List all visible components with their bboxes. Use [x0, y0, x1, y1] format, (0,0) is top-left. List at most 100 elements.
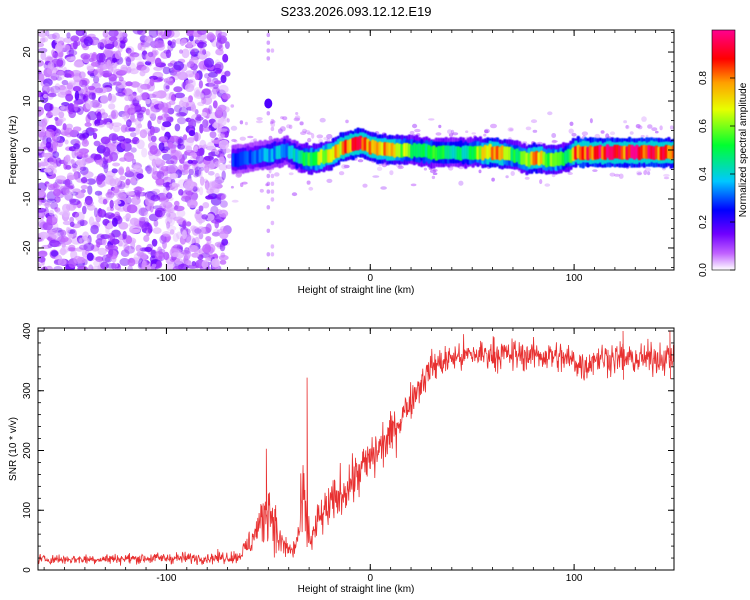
heatmap-cell: [216, 228, 227, 234]
heatmap-cell: [306, 180, 311, 185]
heatmap-cell: [218, 254, 229, 261]
heatmap-cell: [609, 131, 616, 136]
heatmap-cell: [201, 260, 209, 269]
heatmap-cell: [118, 242, 128, 247]
heatmap-cell: [79, 244, 88, 250]
heatmap-cell: [182, 134, 188, 141]
heatmap-cell: [215, 48, 224, 56]
heatmap-cell: [46, 215, 53, 226]
heatmap-cell: [54, 133, 61, 142]
heatmap-cell: [119, 31, 128, 38]
heatmap-cell: [302, 128, 307, 133]
heatmap-cell: [111, 255, 117, 263]
heatmap-cell: [125, 47, 132, 54]
heatmap-cell: [191, 49, 196, 57]
y-tick-label: 20: [22, 46, 33, 58]
heatmap-cell: [170, 155, 178, 165]
heatmap-cell: [133, 53, 144, 61]
heatmap-cell: [182, 229, 187, 240]
heatmap-cell: [645, 134, 649, 139]
heatmap-cell: [226, 118, 230, 123]
heatmap-cell: [81, 139, 90, 147]
heatmap-cell: [291, 192, 298, 197]
heatmap-cell: [153, 219, 159, 227]
heatmap-cell: [108, 249, 114, 256]
heatmap-cell: [636, 170, 642, 176]
heatmap-cell: [176, 112, 187, 117]
x-tick-label: -100: [156, 273, 176, 284]
heatmap-cell: [266, 252, 271, 257]
heatmap-cell: [139, 216, 149, 225]
heatmap-cell: [108, 30, 119, 38]
heatmap-cell: [108, 93, 117, 104]
heatmap-cell: [91, 53, 97, 62]
heatmap-cell: [412, 123, 418, 129]
heatmap-cell: [187, 159, 194, 164]
heatmap-cell: [509, 128, 513, 131]
heatmap-cell: [147, 120, 152, 130]
heatmap-cell: [180, 38, 187, 45]
heatmap-cell: [97, 66, 104, 73]
heatmap-cell: [57, 258, 67, 266]
heatmap-cell: [450, 129, 455, 135]
heatmap-cell: [199, 186, 204, 196]
heatmap-cell: [127, 265, 133, 270]
heatmap-cell: [41, 36, 49, 43]
heatmap-cell: [184, 83, 195, 92]
heatmap-cell: [64, 127, 74, 138]
heatmap-cell: [483, 133, 487, 137]
heatmap-cell: [111, 122, 122, 127]
heatmap-cell: [362, 183, 368, 188]
heatmap-cell: [266, 56, 271, 61]
colorbar-label: Normalized spectral amplitude: [738, 82, 749, 217]
heatmap-cell: [510, 171, 515, 176]
heatmap-cell: [185, 79, 190, 85]
heatmap-cell: [125, 178, 131, 186]
heatmap-cell: [72, 40, 78, 50]
heatmap-cell: [124, 95, 130, 101]
heatmap-cell: [145, 108, 151, 116]
heatmap-cell: [38, 188, 46, 198]
heatmap-cell: [111, 168, 118, 174]
heatmap-cell: [156, 171, 165, 179]
heatmap-cell: [51, 213, 58, 223]
heatmap-cell: [218, 163, 228, 171]
heatmap-cell: [266, 32, 271, 38]
heatmap-cell: [357, 159, 364, 163]
heatmap-cell: [256, 120, 263, 124]
heatmap-cell: [218, 139, 230, 150]
heatmap-cell: [172, 233, 180, 242]
heatmap-cell: [50, 85, 61, 94]
heatmap-cell: [181, 190, 192, 200]
heatmap-cell: [569, 121, 574, 127]
heatmap-cell: [659, 125, 663, 131]
heatmap-cell: [203, 57, 215, 68]
heatmap-cell: [120, 249, 130, 257]
heatmap-cell: [182, 220, 187, 230]
heatmap-cell: [613, 173, 621, 177]
heatmap-cell: [90, 61, 99, 67]
heatmap-cell: [55, 157, 62, 167]
heatmap-cell: [270, 252, 275, 257]
heatmap-cell: [101, 160, 109, 169]
heatmap-cell: [38, 231, 49, 239]
heatmap-cell: [68, 232, 74, 239]
heatmap-cell: [38, 91, 41, 98]
heatmap-cell: [208, 181, 218, 191]
heatmap-cell: [134, 117, 142, 127]
heatmap-cell: [75, 30, 85, 37]
heatmap-cell: [137, 83, 144, 93]
heatmap-cell: [38, 106, 45, 116]
heatmap-cell: [158, 197, 170, 203]
heatmap-cell: [179, 49, 183, 54]
heatmap-cell: [625, 125, 630, 130]
heatmap-cell: [640, 134, 645, 138]
heatmap-cell: [43, 83, 51, 92]
y-tick-label: 0: [22, 567, 33, 573]
heatmap-cell: [143, 128, 151, 135]
heatmap-cell: [50, 250, 59, 257]
heatmap-cell: [220, 194, 226, 200]
heatmap-cell: [505, 175, 509, 179]
heatmap-cell: [85, 100, 93, 110]
heatmap-cell: [478, 169, 482, 174]
